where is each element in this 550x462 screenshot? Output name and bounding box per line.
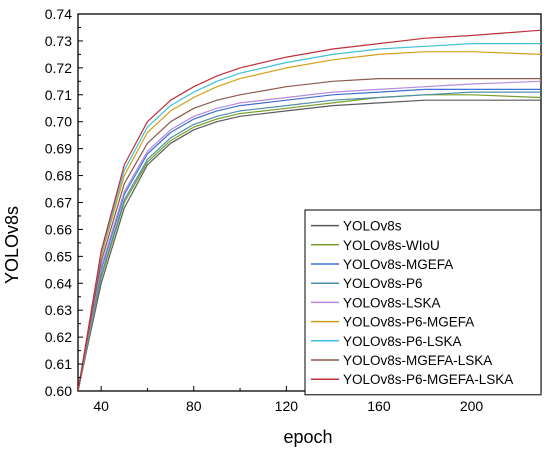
series-group	[78, 29, 541, 391]
y-tick-label: 0.70	[45, 114, 72, 130]
x-tick-label: 80	[186, 398, 202, 414]
legend-label: YOLOv8s-LSKA	[343, 295, 441, 310]
legend-box	[304, 209, 542, 396]
series-line-8	[78, 29, 541, 391]
legend: YOLOv8s YOLOv8s-WIoU YOLOv8s-MGEFA YOLOv8s-…	[304, 209, 542, 396]
legend-label: YOLOv8s-P6-MGEFA-LSKA	[343, 372, 513, 387]
y-tick-label: 0.67	[45, 195, 72, 211]
x-axis-label: epoch	[283, 427, 332, 447]
x-tick-label: 40	[93, 398, 109, 414]
x-axis: 40 80 120 160 200	[93, 386, 519, 414]
y-tick-label: 0.62	[45, 329, 72, 345]
y-axis: 0.60 0.61 0.62 0.63 0.64 0.65 0.66 0.67 0.68 0.69…	[45, 6, 83, 399]
y-axis-label: YOLOv8s	[2, 206, 22, 284]
series-line-4	[78, 80, 541, 391]
x-tick-label: 120	[275, 398, 299, 414]
y-tick-label: 0.73	[45, 33, 72, 49]
legend-label: YOLOv8s	[343, 219, 402, 234]
legend-label: YOLOv8s-MGEFA	[343, 257, 453, 272]
legend-label: YOLOv8s-P6-MGEFA	[343, 315, 474, 330]
y-tick-label: 0.72	[45, 60, 72, 76]
series-line-0	[78, 99, 541, 391]
y-tick-label: 0.65	[45, 248, 72, 264]
y-tick-label: 0.60	[45, 383, 72, 399]
series-line-6	[78, 42, 541, 391]
y-tick-label: 0.69	[45, 141, 72, 157]
y-tick-label: 0.68	[45, 168, 72, 184]
y-tick-label: 0.61	[45, 356, 72, 372]
y-tick-label: 0.71	[45, 87, 72, 103]
x-tick-label: 160	[367, 398, 391, 414]
y-tick-label: 0.74	[45, 6, 72, 22]
legend-label: YOLOv8s-P6	[343, 276, 423, 291]
series-line-2	[78, 88, 541, 391]
series-line-7	[78, 77, 541, 391]
y-tick-label: 0.63	[45, 302, 72, 318]
y-tick-label: 0.64	[45, 275, 72, 291]
series-line-3	[78, 91, 541, 391]
legend-label: YOLOv8s-P6-LSKA	[343, 334, 462, 349]
y-tick-label: 0.66	[45, 221, 72, 237]
legend-label: YOLOv8s-WIoU	[343, 238, 440, 253]
legend-label: YOLOv8s-MGEFA-LSKA	[343, 353, 492, 368]
x-tick-label: 200	[460, 398, 484, 414]
series-line-5	[78, 51, 541, 391]
